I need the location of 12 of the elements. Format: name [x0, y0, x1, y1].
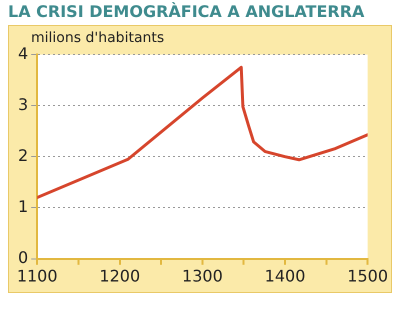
y-tick-label: 2	[18, 146, 28, 165]
x-tick-label: 1400	[264, 266, 306, 286]
y-tick-label: 0	[18, 248, 28, 267]
y-tick-label: 3	[18, 94, 28, 114]
x-tick-label: 1300	[182, 266, 223, 286]
y-tick-label: 4	[18, 44, 28, 63]
y-axis-title: milions d'habitants	[31, 30, 166, 46]
x-tick-label: 1500	[347, 266, 388, 286]
x-tick-label: 1200	[99, 266, 140, 286]
x-tick-label: 1100	[16, 266, 58, 286]
chart-title: LA CRISI DEMOGRÀFICA A ANGLATERRA	[8, 2, 366, 21]
y-tick-label: 1	[18, 196, 28, 216]
